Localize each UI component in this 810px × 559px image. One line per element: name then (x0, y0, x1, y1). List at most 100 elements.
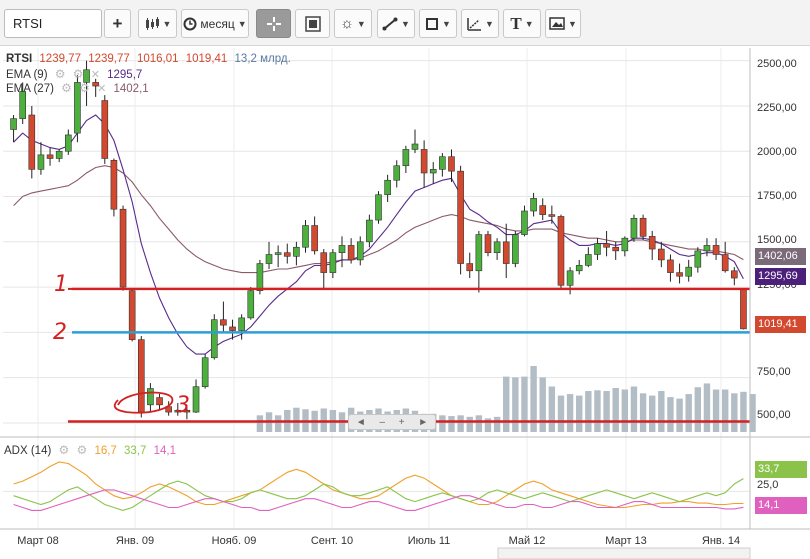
volume-bar (630, 386, 638, 432)
trend-line-tool-button[interactable]: ▼ (377, 9, 415, 38)
chart[interactable] (0, 46, 810, 559)
ema27-label: EMA (27) (6, 83, 54, 95)
candle-body (685, 266, 692, 277)
image-tool-button[interactable]: ▼ (545, 9, 581, 38)
text-tool-label: T (510, 13, 522, 33)
volume-bar (512, 377, 519, 432)
close-icon[interactable]: ✕ (90, 69, 100, 81)
candle-body (512, 234, 519, 264)
image-icon (549, 17, 565, 30)
zoom-out-button[interactable]: – (379, 416, 385, 428)
candle-body (521, 210, 528, 235)
interval-button[interactable]: месяц ▼ (181, 9, 249, 38)
scroll-left-button[interactable]: ◄ (355, 416, 366, 428)
candle-body (128, 290, 136, 340)
gear-icon[interactable]: ⚙ (76, 443, 88, 457)
shape-tool-button[interactable]: ▼ (419, 9, 457, 38)
gear-icon[interactable]: ⚙ (61, 81, 72, 95)
candle-body (366, 219, 373, 243)
level-3-annotation: 3 (176, 393, 190, 418)
scroll-right-button[interactable]: ► (418, 416, 429, 428)
gear-icon[interactable]: ⚙ (58, 443, 70, 457)
plus-di-value: 33,7 (124, 445, 147, 457)
chevron-down-icon: ▼ (356, 18, 366, 29)
last-price-tag: 1019,41 (755, 316, 806, 333)
adx-minus-di-tag: 14,1 (755, 497, 807, 514)
legend-low: 1016,01 (136, 53, 179, 65)
candle-body (484, 234, 492, 253)
level-lines (68, 287, 750, 423)
chevron-down-icon: ▼ (237, 18, 247, 29)
candle-body (639, 217, 647, 237)
candle-body (566, 270, 574, 286)
volume-bar (457, 415, 464, 432)
chart-type-button[interactable]: ▼ (138, 9, 177, 38)
candle-body (585, 254, 592, 266)
symbol-input[interactable] (4, 9, 102, 38)
volume-bar (557, 395, 565, 432)
x-tick-label: Март 08 (17, 535, 59, 547)
volume-bar (612, 388, 619, 432)
candle-body (10, 118, 17, 130)
chevron-down-icon: ▼ (568, 18, 577, 29)
y-tick-label: 500,00 (757, 409, 791, 421)
candle-body (229, 326, 236, 331)
candle-body (630, 217, 638, 239)
fibonacci-tool-button[interactable]: ▼ (461, 9, 499, 38)
ema27-price-tag: 1402,06 (755, 248, 806, 265)
add-symbol-button[interactable]: + (104, 9, 131, 38)
volume-bar (475, 415, 483, 432)
candle-body (19, 91, 26, 119)
candle-body (356, 241, 364, 261)
candle-body (712, 245, 720, 255)
gear-icon[interactable]: ⚙ (54, 67, 66, 81)
indicators-button[interactable]: ☼ ▼ (334, 9, 372, 38)
adx-legend: ADX (14) ⚙ ⚙ 16,7 33,7 14,1 (4, 443, 180, 457)
adx-plus-di-tag: 33,7 (755, 461, 807, 478)
level-3-oval (113, 391, 174, 414)
crosshair-button[interactable] (256, 9, 291, 38)
zoom-icon (304, 15, 321, 32)
volume-bar (503, 376, 510, 432)
candle-body (557, 216, 565, 286)
candle-body (156, 397, 163, 406)
candle-body (174, 409, 182, 413)
text-tool-button[interactable]: T ▼ (503, 9, 541, 38)
close-icon[interactable]: ✕ (97, 83, 107, 95)
candle-body (594, 243, 601, 255)
level-2-annotation: 2 (53, 320, 67, 345)
x-tick-label: Янв. 09 (115, 535, 155, 547)
y-tick-label: 1500,00 (757, 234, 797, 246)
candle-body (110, 160, 118, 210)
candle-body (603, 243, 610, 248)
candle-body (667, 259, 674, 273)
legend-open: 1239,77 (39, 53, 81, 65)
volume-bar (685, 394, 692, 432)
gear-icon[interactable]: ⚙ (79, 81, 90, 95)
zoom-button[interactable] (295, 9, 330, 38)
candle-body (37, 154, 45, 170)
candle-body (384, 179, 391, 196)
candle-body (201, 357, 209, 388)
gear-icon[interactable]: ⚙ (72, 67, 84, 81)
candle-body (311, 225, 318, 252)
candle-body (621, 237, 629, 252)
candle-body (74, 82, 81, 134)
candle-body (530, 198, 537, 212)
candle-body (83, 69, 90, 83)
candle-body (283, 252, 291, 257)
chart-scroller[interactable]: ◄ – + ► (348, 414, 436, 430)
candle-body (65, 134, 72, 152)
ema9-label: EMA (9) (6, 69, 48, 81)
candlestick-icon (145, 16, 159, 30)
volume-bar (603, 391, 610, 432)
candle-body (338, 245, 346, 253)
candle-body (740, 288, 747, 330)
candle-body (575, 265, 583, 272)
candle-body (411, 143, 419, 150)
zoom-in-button[interactable]: + (398, 416, 405, 428)
volume-bar (274, 415, 282, 432)
plus-di-line (13, 478, 744, 511)
candle-body (457, 170, 464, 264)
y-tick-label: 1750,00 (757, 190, 797, 202)
